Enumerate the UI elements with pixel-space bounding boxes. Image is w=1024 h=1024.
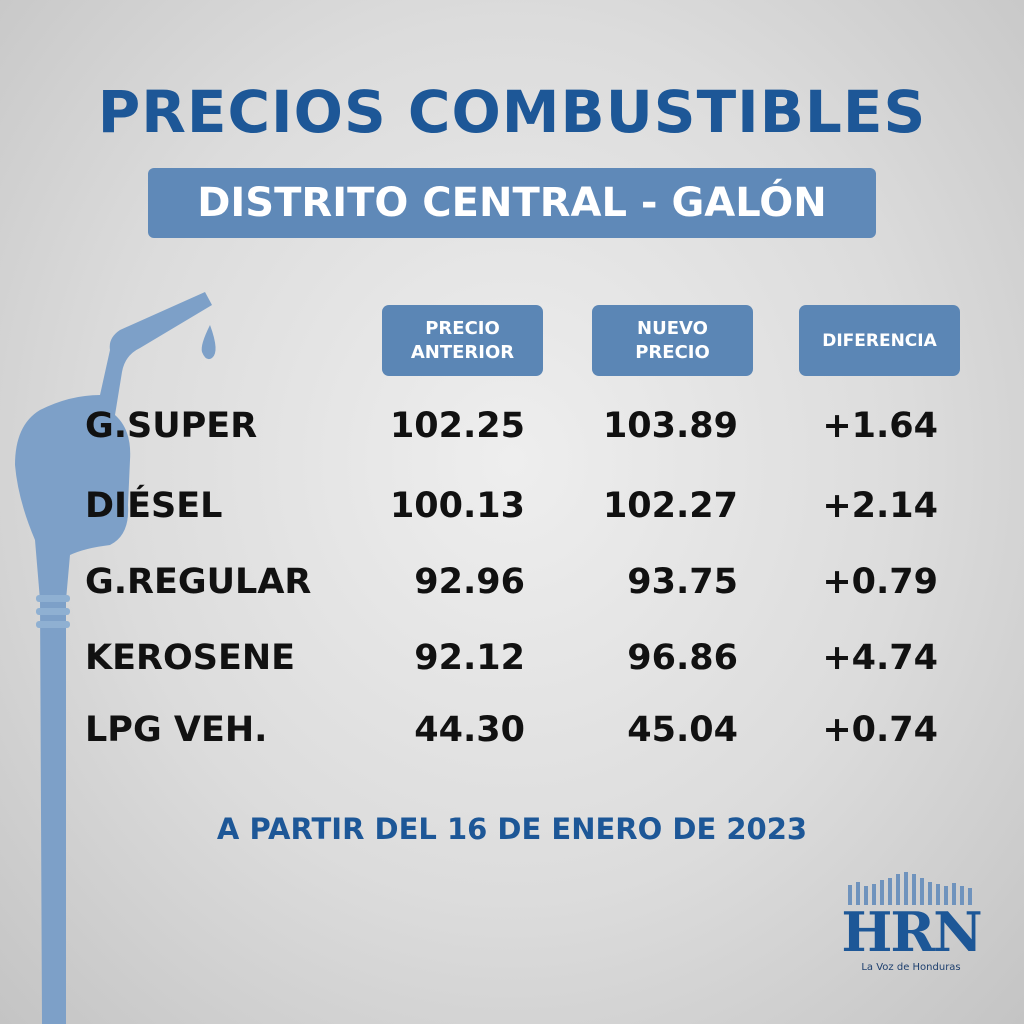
price: 103.89 [602, 406, 738, 446]
fuel-name: KEROSENE [85, 638, 296, 678]
price: 102.27 [602, 486, 738, 526]
price: 92.12 [414, 638, 525, 678]
title: PRECIOS COMBUSTIBLES [97, 78, 927, 146]
logo: HRN [841, 900, 982, 964]
price-difference: +0.79 [822, 562, 938, 602]
price-difference: +0.74 [822, 710, 938, 750]
logo-bars [848, 872, 972, 905]
fuel-name: LPG VEH. [85, 710, 268, 750]
price: 92.96 [414, 562, 525, 602]
fuel-name: DIÉSEL [85, 486, 223, 526]
price-difference: +2.14 [822, 486, 938, 526]
price: 102.25 [389, 406, 525, 446]
logo-tagline: La Voz de Honduras [861, 962, 961, 973]
fuel-name: G.SUPER [85, 406, 258, 446]
price: 44.30 [414, 710, 525, 750]
column-header: DIFERENCIA [799, 305, 960, 376]
price: 93.75 [627, 562, 738, 602]
column-header: NUEVO PRECIO [592, 305, 753, 376]
effective-date: A PARTIR DEL 16 DE ENERO DE 2023 [216, 812, 808, 846]
price-difference: +4.74 [822, 638, 938, 678]
price: 96.86 [627, 638, 738, 678]
column-header: PRECIO ANTERIOR [382, 305, 543, 376]
fuel-name: G.REGULAR [85, 562, 312, 602]
subtitle: DISTRITO CENTRAL - GALÓN [148, 168, 876, 238]
price: 100.13 [389, 486, 525, 526]
price: 45.04 [627, 710, 738, 750]
price-difference: +1.64 [822, 406, 938, 446]
